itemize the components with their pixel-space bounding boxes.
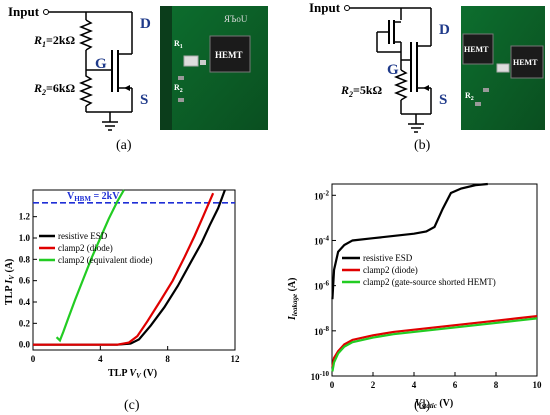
x-tick-label-d: 6 (453, 380, 458, 390)
x-tick-label-c: 8 (165, 354, 170, 364)
hbm-annotation: VHBM = 2kV (67, 191, 120, 203)
svg-text:HEMT: HEMT (464, 45, 489, 54)
y-tick-label-d: 10-6 (314, 280, 329, 292)
panel-b: Input D G S R2=5kΩ (275, 0, 550, 160)
legend-label-d-1: clamp2 (diode) (363, 265, 418, 275)
panel-label-b: (b) (414, 138, 431, 153)
circuit-a: Input D G S R1=2kΩ R2=6kΩ (8, 4, 151, 131)
x-tick-label-c: 0 (31, 354, 36, 364)
panel-a: Input D G S R1=2kΩ R2=6kΩ (0, 0, 275, 160)
r2-label-a: R2=6kΩ (33, 81, 76, 97)
x-tick-label-d: 8 (494, 380, 499, 390)
series-line-d-1 (331, 315, 538, 368)
y-tick-label-d: 10-10 (311, 370, 330, 382)
x-tick-label-c: 4 (98, 354, 103, 364)
series-line-c-0 (33, 189, 226, 346)
legend-label-c-0: resistive ESD (58, 231, 108, 241)
panel-label-c: (c) (124, 398, 140, 413)
circuit-b: Input D G S R2=5kΩ (309, 0, 450, 133)
series-line-d-0 (331, 182, 488, 300)
x-tick-label-d: 0 (330, 380, 335, 390)
chart-d: Vstatic (V) Ileakage (A) 0 2 4 6 8 1010-1010-… (287, 182, 543, 410)
series-line-c-1 (33, 192, 215, 346)
hemt-chip-b-right (510, 45, 544, 79)
node-g-b: G (387, 62, 399, 78)
node-s-b: S (439, 92, 447, 108)
y-tick-label-c: 1.0 (19, 233, 31, 243)
node-d-a: D (140, 16, 151, 32)
svg-text:HEMT: HEMT (215, 50, 243, 60)
x-tick-label-d: 4 (412, 380, 417, 390)
x-tick-label-c: 12 (231, 354, 241, 364)
y-tick-label-d: 10-4 (314, 234, 329, 246)
node-g-a: G (95, 56, 107, 72)
pcb-photo-a: HEMT ЯЪоU R1 R2 (160, 6, 268, 130)
svg-text:R2: R2 (465, 91, 474, 102)
input-label-a: Input (8, 4, 40, 19)
y-axis-title-d: Ileakage (A) (287, 278, 299, 321)
x-tick-label-d: 10 (533, 380, 543, 390)
legend-label-c-2: clamp2 (equivalent diode) (58, 255, 152, 265)
chart-c: TLP VV (V) TLP IV (A) 0 4 8 12 0.0 0.2 0.4 0.6 0… (4, 189, 241, 380)
y-tick-label-d: 10-2 (314, 189, 329, 201)
legend-label-d-0: resistive ESD (363, 253, 413, 263)
svg-text:R1: R1 (174, 39, 183, 50)
r2-label-b: R2=5kΩ (340, 83, 383, 99)
plot-frame-c (32, 189, 236, 351)
node-d-b: D (439, 22, 450, 38)
svg-text:HEMT: HEMT (513, 58, 538, 67)
pcb-photo-b: HEMT HEMT R2 (461, 6, 545, 130)
input-label-b: Input (309, 0, 341, 15)
hemt-chip-b-left (462, 33, 494, 65)
x-axis-title-c: TLP VV (V) (108, 368, 157, 380)
y-tick-label-c: 0.0 (19, 340, 31, 350)
svg-text:ЯЪоU: ЯЪоU (224, 14, 248, 24)
panel-label-d: (d) (414, 398, 431, 413)
series-line-d-2 (331, 317, 538, 372)
x-tick-label-d: 2 (371, 380, 376, 390)
y-tick-label-c: 0.8 (19, 254, 31, 264)
y-axis-title-c: TLP IV (A) (4, 259, 16, 305)
y-tick-label-c: 0.4 (19, 297, 31, 307)
legend-label-d-2: clamp2 (gate-source shorted HEMT) (363, 277, 496, 287)
panel-label-a: (a) (116, 138, 132, 153)
y-tick-label-d: 10-8 (314, 325, 329, 337)
y-tick-label-c: 0.6 (19, 276, 31, 286)
series-line-c-2 (55, 189, 125, 343)
svg-text:R2: R2 (174, 83, 183, 94)
hemt-chip-a (209, 35, 251, 73)
y-tick-label-c: 0.2 (19, 318, 31, 328)
plot-frame-d (331, 183, 538, 377)
node-s-a: S (140, 92, 148, 108)
r1-label-a: R1=2kΩ (33, 33, 76, 49)
legend-label-c-1: clamp2 (diode) (58, 243, 113, 253)
y-tick-label-c: 1.2 (19, 212, 31, 222)
